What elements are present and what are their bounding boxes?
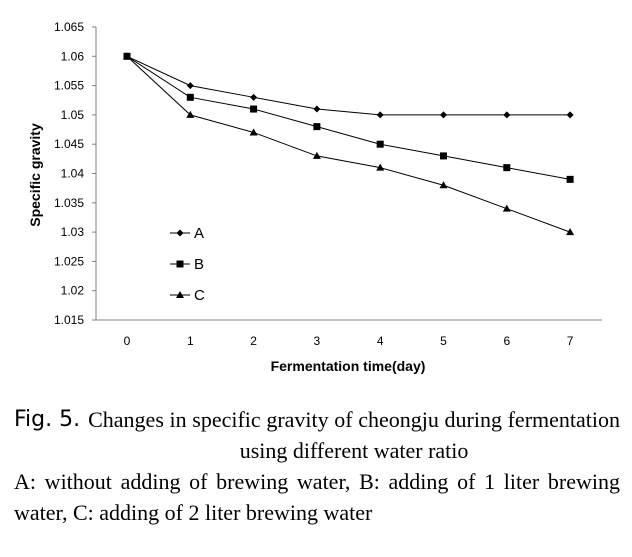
caption-note: A: without adding of brewing water, B: a… [14, 469, 620, 525]
caption-title: Changes in specific gravity of cheongju … [88, 407, 620, 463]
data-point [249, 128, 258, 136]
data-point [186, 82, 194, 90]
legend-item: B [170, 256, 204, 273]
y-axis-title: Specific gravity [27, 123, 43, 227]
figure-caption: Fig. 5. Changes in specific gravity of c… [14, 404, 620, 528]
data-point [376, 163, 385, 171]
y-tick-label: 1.03 [61, 225, 85, 239]
data-point [312, 151, 321, 159]
y-tick-label: 1.035 [54, 196, 84, 210]
data-point [186, 93, 194, 101]
caption-title-block: Fig. 5. Changes in specific gravity of c… [14, 404, 620, 466]
data-point [376, 140, 384, 148]
x-tick-label: 0 [124, 334, 131, 348]
legend-item: A [170, 225, 204, 242]
data-point [566, 175, 574, 183]
data-point [186, 110, 195, 118]
data-point [502, 204, 511, 212]
data-point [313, 123, 321, 131]
series-a [123, 52, 574, 119]
y-tick-label: 1.06 [61, 49, 85, 63]
data-point [503, 111, 511, 119]
series-group [123, 52, 575, 236]
y-tick-label: 1.045 [54, 137, 84, 151]
data-point [566, 228, 575, 236]
data-point [250, 105, 258, 113]
data-point [566, 111, 574, 119]
y-tick-label: 1.05 [61, 108, 85, 122]
series-line [126, 55, 571, 116]
y-tick-label: 1.065 [54, 20, 84, 34]
x-axis-title: Fermentation time(day) [271, 358, 426, 374]
data-point [250, 93, 258, 101]
y-ticks: 1.015 1.02 1.025 1.03 1.035 1.04 1.045 1.05 1.05… [54, 20, 96, 327]
x-ticks: 0 1 2 3 4 5 6 7 [124, 334, 574, 348]
specific-gravity-chart: 1.015 1.02 1.025 1.03 1.035 1.04 1.045 1.05 1.05… [27, 20, 602, 374]
y-tick-label: 1.04 [61, 167, 85, 181]
legend-label: B [194, 256, 204, 273]
data-point [503, 164, 511, 172]
data-point [376, 111, 384, 119]
data-point [123, 52, 131, 60]
data-point [176, 291, 184, 298]
series-line [126, 55, 571, 233]
legend-label: A [194, 225, 204, 242]
data-point [439, 181, 448, 189]
y-tick-label: 1.015 [54, 313, 84, 327]
series-line [126, 55, 571, 180]
legend-label: C [194, 287, 205, 304]
x-tick-label: 2 [250, 334, 257, 348]
data-point [440, 111, 447, 119]
data-point [313, 105, 321, 113]
y-tick-label: 1.025 [54, 254, 84, 268]
y-tick-label: 1.02 [61, 284, 85, 298]
x-tick-label: 7 [567, 334, 574, 348]
x-tick-label: 4 [377, 334, 384, 348]
y-tick-label: 1.055 [54, 79, 84, 93]
x-tick-label: 6 [503, 334, 510, 348]
figure-label: Fig. 5. [14, 407, 81, 432]
x-tick-label: 3 [314, 334, 321, 348]
legend-item: C [170, 287, 205, 304]
series-c [123, 52, 575, 236]
x-tick-label: 1 [187, 334, 194, 348]
data-point [176, 260, 184, 268]
data-point [176, 229, 184, 237]
legend: ABC [170, 225, 205, 304]
data-point [440, 152, 447, 160]
x-tick-label: 5 [440, 334, 447, 348]
